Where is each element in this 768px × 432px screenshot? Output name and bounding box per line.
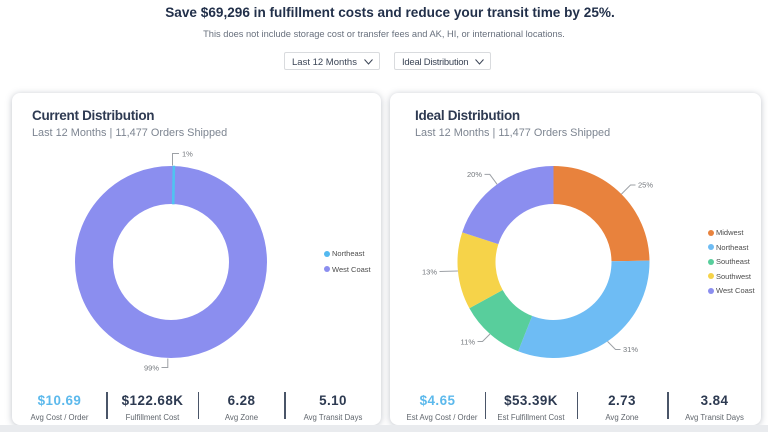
svg-text:20%: 20%: [467, 170, 482, 179]
svg-text:31%: 31%: [623, 345, 638, 354]
svg-text:99%: 99%: [144, 364, 159, 373]
svg-text:11%: 11%: [461, 338, 476, 347]
svg-text:1%: 1%: [182, 150, 193, 159]
svg-text:25%: 25%: [638, 181, 653, 190]
svg-text:13%: 13%: [422, 268, 437, 277]
